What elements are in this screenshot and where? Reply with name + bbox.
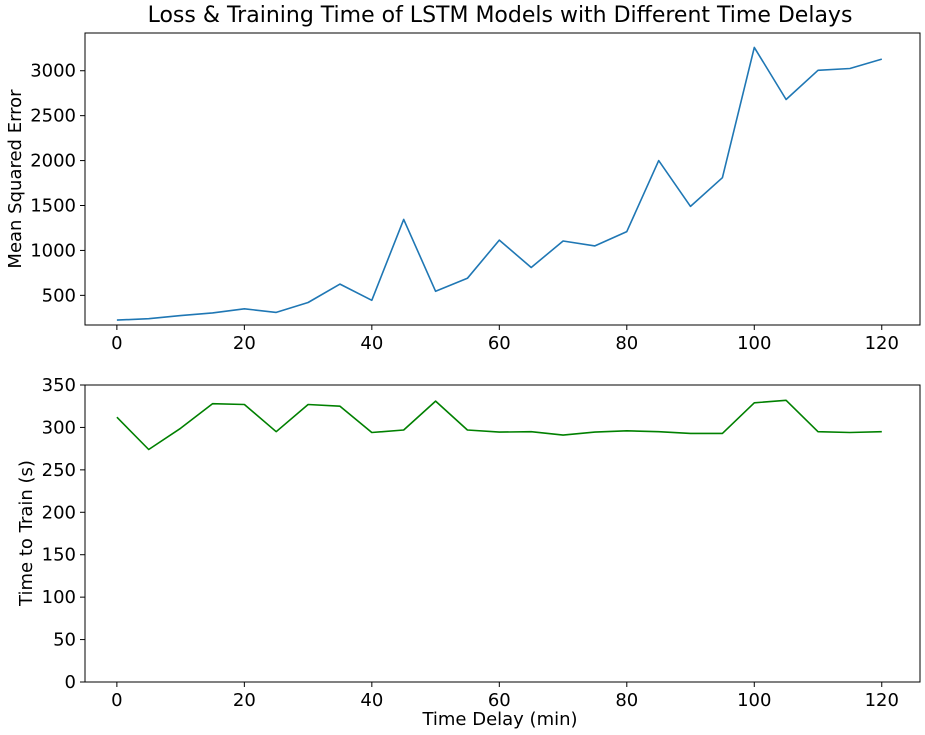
mse-y-axis: 500 1000 1500 2000 2500 3000	[30, 61, 85, 306]
training-time-y-tick-label: 0	[65, 672, 76, 693]
training-time-x-axis: 0 20 40 60 80 100 120	[111, 682, 899, 711]
mse-y-tick-label: 500	[42, 285, 76, 306]
training-time-x-tick-label: 100	[737, 690, 771, 711]
mse-x-tick-label: 120	[865, 333, 899, 354]
training-time-x-tick-label: 40	[360, 690, 383, 711]
mse-series-line	[116, 46, 883, 321]
training-time-y-tick-label: 200	[42, 502, 76, 523]
training-time-x-tick-label: 60	[488, 690, 511, 711]
mse-y-tick-label: 1000	[30, 240, 76, 261]
mse-y-tick-label: 3000	[30, 61, 76, 82]
training-time-plot-frame	[84, 384, 921, 683]
mse-y-tick-label: 1500	[30, 196, 76, 217]
training-time-x-tick-label: 0	[111, 690, 122, 711]
training-time-y-tick-label: 300	[42, 417, 76, 438]
mse-y-tick-label: 2500	[30, 106, 76, 127]
mse-plot-frame	[84, 32, 921, 326]
mse-x-tick-label: 80	[615, 333, 638, 354]
training-time-series-points	[116, 400, 882, 450]
x-axis-label: Time Delay (min)	[421, 709, 577, 730]
training-time-series-line	[116, 399, 882, 451]
mse-series-points	[116, 47, 882, 321]
mse-x-tick-label: 100	[737, 333, 771, 354]
training-time-x-tick-label: 120	[865, 690, 899, 711]
training-time-y-axis: 0 50 100 150 200 250 300 350	[42, 375, 85, 693]
mse-x-tick-label: 0	[111, 333, 122, 354]
training-time-y-tick-label: 50	[53, 630, 76, 651]
mse-x-tick-label: 20	[233, 333, 256, 354]
mse-subplot: 0 20 40 60 80 100 120 50010001500200025003000 …	[5, 32, 921, 354]
training-time-subplot: 0 20 40 60 80 100 120 0 50 100 150 200 250 300 350 Ti…	[16, 375, 921, 730]
training-time-y-tick-label: 350	[42, 375, 76, 396]
mse-x-tick-label: 40	[360, 333, 383, 354]
training-time-y-tick-label: 150	[42, 545, 76, 566]
mse-y-axis-label: Mean Squared Error	[5, 89, 26, 269]
mse-x-tick-label: 60	[488, 333, 511, 354]
mse-y-tick-label: 2000	[30, 151, 76, 172]
training-time-y-tick-label: 250	[42, 460, 76, 481]
training-time-x-tick-label: 20	[233, 690, 256, 711]
training-time-y-tick-label: 100	[42, 587, 76, 608]
training-time-y-axis-label: Time to Train (s)	[16, 460, 37, 607]
chart-title: Loss & Training Time of LSTM Models with…	[148, 3, 853, 28]
mse-x-axis: 0 20 40 60 80 100 120	[111, 325, 899, 354]
training-time-x-tick-label: 80	[615, 690, 638, 711]
